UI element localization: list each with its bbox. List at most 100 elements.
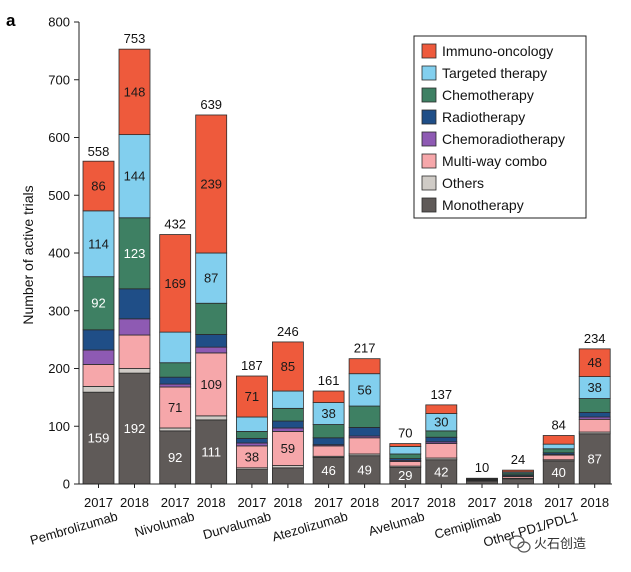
x-tick-label-year: 2018 (580, 495, 609, 510)
x-category-label: Avelumab (367, 508, 426, 538)
bar-total-label: 137 (430, 387, 452, 402)
bar-total-label: 234 (584, 331, 606, 346)
y-axis-label: Number of active trials (20, 185, 36, 324)
x-tick-label-year: 2018 (197, 495, 226, 510)
x-category-label: Durvalumab (201, 508, 273, 542)
bar-segment-monotherapy (195, 419, 228, 485)
bar-total-label: 217 (354, 341, 376, 356)
bar-total-label: 187 (241, 358, 263, 373)
data-label: 48 (587, 355, 601, 370)
data-label: 192 (124, 421, 146, 436)
bar-segment-chemotherapy (271, 407, 304, 422)
bar-segment-chemoradiotherapy (159, 383, 192, 388)
x-tick-label-year: 2017 (84, 495, 113, 510)
bar-segment-radiotherapy (235, 437, 268, 444)
bar-segment-others (118, 368, 151, 374)
bar-segment-immuno-oncology (82, 160, 115, 212)
data-label: 114 (88, 236, 109, 251)
bar-segment-others (195, 415, 228, 421)
legend-label: Monotherapy (442, 197, 524, 213)
bar-segment-radiotherapy (82, 329, 115, 351)
bar-segment-multi-way-combo (542, 454, 575, 461)
bar-segment-radiotherapy (578, 411, 611, 418)
watermark-text: 火石创造 (534, 536, 586, 551)
legend-item: Multi-way combo (421, 153, 547, 169)
bar-segment-chemotherapy (578, 398, 611, 413)
legend-swatch (421, 131, 437, 147)
bar-segment-radiotherapy (348, 427, 381, 437)
bar-segment-radiotherapy (159, 376, 192, 385)
legend-swatch (421, 65, 437, 81)
x-tick-label-year: 2018 (350, 495, 379, 510)
bar-segment-multi-way-combo (159, 386, 192, 429)
x-tick-label-year: 2017 (314, 495, 343, 510)
bar-segment-immuno-oncology (271, 341, 304, 392)
data-label: 56 (357, 382, 371, 397)
bar-segment-multi-way-combo (271, 431, 304, 466)
bar-segment-immuno-oncology (466, 477, 498, 480)
bar-total-label: 10 (475, 460, 489, 475)
bar-segment-chemotherapy (159, 362, 192, 378)
bar-segment-chemotherapy (195, 302, 228, 335)
data-label: 111 (201, 444, 221, 459)
bar-segment-immuno-oncology (118, 48, 151, 136)
data-label: 38 (587, 380, 601, 395)
bar-segment-immuno-oncology (389, 443, 422, 447)
bar-total-label: 432 (164, 217, 186, 232)
data-label: 71 (245, 389, 259, 404)
legend-label: Targeted therapy (442, 65, 547, 81)
bar-segment-monotherapy (271, 467, 304, 485)
bar-segment-chemotherapy (542, 448, 575, 454)
x-tick-label-year: 2017 (391, 495, 420, 510)
legend-item: Chemoradiotherapy (421, 131, 565, 147)
data-label: 169 (164, 276, 186, 291)
legend-box (413, 35, 587, 219)
bar-segment-immuno-oncology (502, 469, 534, 473)
bar-segment-radiotherapy (312, 437, 345, 446)
y-tick-label: 600 (48, 130, 70, 145)
bar-segment-monotherapy (235, 469, 268, 485)
bar-segment-immuno-oncology (425, 404, 458, 414)
legend-item: Immuno-oncology (421, 43, 553, 59)
bar-segment-targeted-therapy (235, 416, 268, 432)
bar-segment-immuno-oncology (348, 358, 381, 375)
legend-swatch (421, 197, 437, 213)
bar-segment-immuno-oncology (312, 390, 345, 403)
bar-segment-immuno-oncology (195, 114, 228, 254)
data-label: 49 (357, 462, 371, 477)
bar-segment-multi-way-combo (348, 437, 381, 455)
bar-segment-chemotherapy (425, 430, 458, 438)
bar-segment-chemotherapy (312, 424, 345, 439)
x-category-label: Nivolumab (133, 508, 196, 539)
data-label: 38 (321, 406, 335, 421)
bar-segment-chemoradiotherapy (82, 349, 115, 365)
legend-label: Chemotherapy (442, 87, 534, 103)
bar-segment-immuno-oncology (235, 375, 268, 418)
y-tick-label: 500 (48, 188, 70, 203)
wechat-icon (509, 535, 531, 553)
bar-segment-monotherapy (578, 433, 611, 485)
legend-swatch (421, 43, 437, 59)
data-label: 159 (88, 431, 110, 446)
legend-label: Immuno-oncology (442, 43, 553, 59)
legend-label: Others (442, 175, 484, 191)
data-label: 123 (124, 246, 146, 261)
bar-segment-multi-way-combo (82, 364, 115, 387)
data-label: 109 (200, 377, 222, 392)
bar-segment-immuno-oncology (159, 234, 192, 333)
bar-total-label: 161 (318, 373, 340, 388)
bar-segment-targeted-therapy (348, 373, 381, 407)
bar-total-label: 558 (88, 144, 110, 159)
legend-item: Targeted therapy (421, 65, 547, 81)
data-label: 46 (321, 463, 335, 478)
data-label: 29 (398, 468, 412, 483)
data-label: 87 (204, 271, 218, 286)
bar-segment-targeted-therapy (542, 443, 575, 450)
y-tick-label: 300 (48, 303, 70, 318)
data-label: 92 (91, 296, 105, 311)
legend-item: Monotherapy (421, 197, 524, 213)
x-tick-label-year: 2017 (161, 495, 190, 510)
x-tick-label-year: 2018 (427, 495, 456, 510)
bar-segment-monotherapy (159, 430, 192, 485)
